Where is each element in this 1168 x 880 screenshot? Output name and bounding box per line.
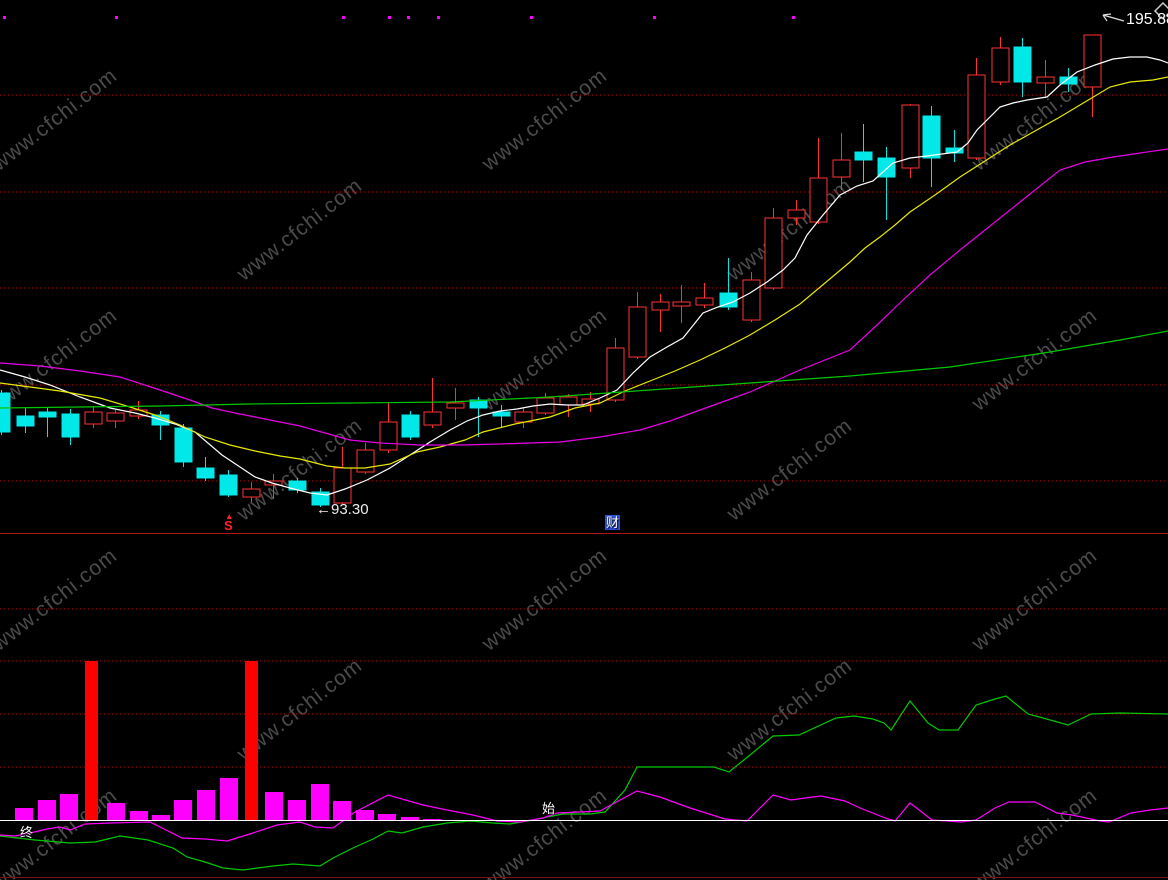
- indicator-lines: [0, 695, 1168, 871]
- candle-body: [84, 411, 103, 425]
- candle-body: [1013, 46, 1032, 83]
- candle-body: [242, 488, 261, 498]
- candle-body: [742, 279, 761, 321]
- signal-dot: [388, 16, 391, 19]
- indicator-bar: [107, 803, 125, 821]
- label-signal-s: S: [224, 518, 233, 533]
- gridlines: [0, 94, 1168, 768]
- label-marker-shi: 始: [542, 801, 556, 816]
- indicator-bar: [265, 792, 283, 821]
- indicator-bar: [311, 784, 329, 821]
- candle-body: [356, 449, 375, 473]
- indicator-bar: [401, 817, 419, 821]
- candle-body: [764, 217, 783, 289]
- signal-dot: [3, 16, 6, 19]
- label-marker-cai: 财: [605, 515, 621, 530]
- label-max-price: 195.88: [1126, 11, 1168, 28]
- signal-dot: [530, 16, 533, 19]
- candle-body: [628, 306, 647, 358]
- arrow-head: [1102, 13, 1112, 16]
- indicator-green: [0, 695, 1168, 871]
- signal-dot: [653, 16, 656, 19]
- label-marker-zhong: 终: [20, 825, 34, 840]
- label-low-price: ←93.30: [316, 501, 369, 518]
- candle-body: [379, 421, 398, 451]
- signal-dot: [792, 16, 795, 19]
- indicator-bar: [423, 819, 441, 821]
- candle-body: [1083, 34, 1102, 88]
- indicator-bar: [38, 800, 56, 821]
- indicator-bar: [245, 661, 258, 821]
- candle-body: [854, 151, 873, 161]
- candle-body: [219, 474, 238, 496]
- candle-body: [446, 402, 465, 409]
- candle-body: [832, 159, 851, 178]
- candle-body: [787, 209, 806, 219]
- candle-body: [991, 47, 1010, 83]
- indicator-bar: [130, 811, 148, 821]
- candle-body: [16, 415, 35, 427]
- candle-body: [0, 392, 11, 433]
- indicator-bars: [15, 661, 515, 821]
- candle-body: [38, 411, 57, 418]
- signal-dot: [437, 16, 440, 19]
- indicator-bar: [60, 794, 78, 821]
- indicator-bar: [15, 808, 33, 821]
- candles: [0, 34, 1102, 507]
- indicator-bar: [85, 661, 98, 821]
- candle-body: [196, 467, 215, 479]
- arrow-head: [1102, 14, 1108, 22]
- candle-body: [901, 104, 920, 169]
- candle-body: [401, 414, 420, 438]
- candle-body: [333, 467, 352, 504]
- indicator-bar: [378, 814, 396, 821]
- candle-body: [1036, 76, 1055, 84]
- indicator-magenta: [0, 790, 1168, 842]
- candle-body: [809, 177, 828, 223]
- indicator-bar: [288, 800, 306, 821]
- indicator-bar: [356, 810, 374, 821]
- candle-body: [492, 411, 511, 417]
- signal-dot: [342, 16, 345, 19]
- candle-body: [695, 297, 714, 306]
- candle-body: [174, 427, 193, 463]
- ma-yellow: [0, 76, 1168, 469]
- corner-diamond-icon: [1153, 1, 1168, 21]
- candle-body: [61, 413, 80, 438]
- candle-body: [922, 115, 941, 159]
- signal-dot: [407, 16, 410, 19]
- ma-magenta: [0, 148, 1168, 446]
- indicator-bar: [174, 800, 192, 821]
- high-price-arrow: [1102, 13, 1125, 22]
- candle-body: [651, 301, 670, 311]
- candle-body: [559, 396, 578, 406]
- candle-body: [1059, 76, 1078, 85]
- candle-body: [423, 411, 442, 426]
- candle-body: [672, 301, 691, 307]
- ma-green: [0, 330, 1168, 409]
- arrow-shaft: [1102, 14, 1125, 22]
- candle-body: [945, 147, 964, 154]
- indicator-bar: [333, 801, 351, 821]
- candle-body: [106, 412, 125, 422]
- ma-lines: [0, 56, 1168, 496]
- ma-white: [0, 56, 1168, 496]
- signal-dot: [115, 16, 118, 19]
- indicator-bar: [197, 790, 215, 821]
- indicator-bar: [152, 815, 170, 821]
- indicator-bar: [220, 778, 238, 821]
- label-signal-arrow: ▴: [227, 511, 232, 521]
- top-signal-dots: [3, 16, 795, 19]
- candle-body: [967, 74, 986, 159]
